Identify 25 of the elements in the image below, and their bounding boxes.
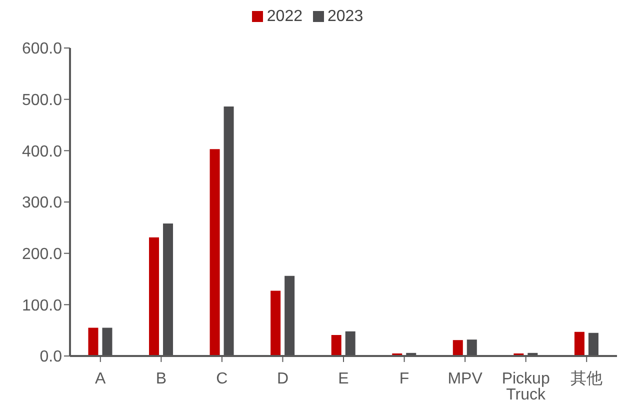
x-tick-label: MPV: [448, 370, 483, 388]
x-tick-label: B: [156, 370, 167, 388]
x-tick-label: E: [338, 370, 349, 388]
y-tick-label: 300.0: [22, 194, 62, 212]
x-tick-label: D: [276, 370, 289, 388]
bar: [452, 340, 463, 356]
legend-label: 2023: [328, 8, 364, 25]
x-tick-label: C: [216, 370, 228, 388]
x-tick-label: Pickup Truck: [502, 370, 550, 404]
bar: [88, 328, 98, 356]
legend-label: 2022: [266, 8, 302, 25]
bar: [331, 334, 342, 356]
x-tick-label: F: [399, 370, 410, 388]
bar: [149, 237, 160, 356]
y-tick-label: 500.0: [22, 92, 62, 110]
y-tick-label: 100.0: [22, 297, 62, 314]
bar: [210, 149, 220, 356]
x-tick-label: A: [95, 370, 106, 388]
y-tick-label: 400.0: [22, 143, 62, 160]
y-tick-label: 600.0: [22, 40, 62, 58]
y-tick-label: 200.0: [22, 246, 62, 264]
bar: [270, 290, 281, 356]
x-tick-label: 其他: [570, 369, 603, 388]
y-tick-label: 0.0: [40, 348, 62, 366]
bar: [574, 332, 584, 356]
